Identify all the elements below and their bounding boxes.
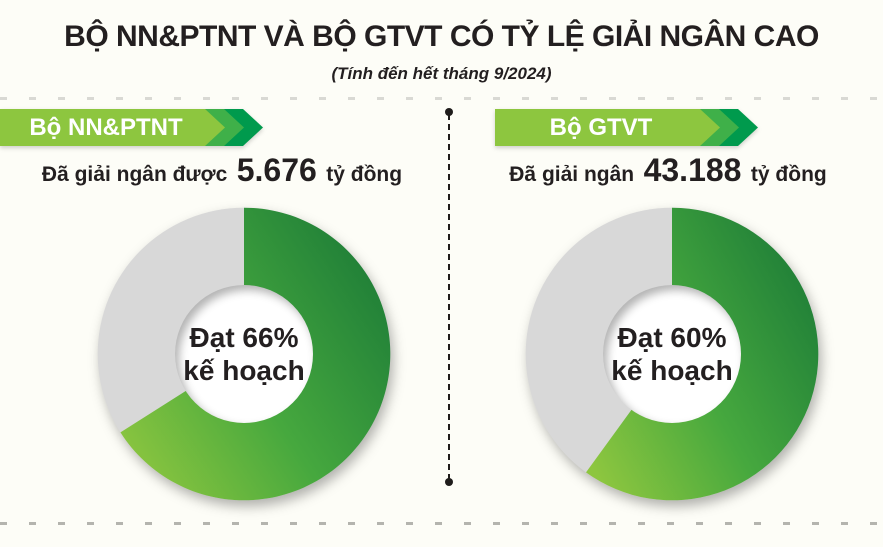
donut-hole	[603, 285, 741, 423]
ministry-banner-nnptnt	[0, 109, 263, 146]
disbursement-value: 5.676	[236, 152, 317, 188]
donut-center-label-nnptnt: Đạt 66% kế hoạch	[134, 285, 354, 423]
donut-chart-gtvt: Đạt 60% kế hoạch	[519, 201, 825, 507]
page-subtitle: (Tính đến hết tháng 9/2024)	[331, 64, 552, 83]
disbursement-line-gtvt: Đã giải ngân 43.188 tỷ đồng	[468, 152, 868, 194]
disbursement-unit: tỷ đồng	[326, 163, 403, 186]
divider-dot-top	[445, 108, 453, 116]
banner-arrow-light	[0, 109, 225, 146]
banner-arrow-light	[495, 109, 720, 146]
page-title: BỘ NN&PTNT VÀ BỘ GTVT CÓ TỶ LỆ GIẢI NGÂN…	[64, 20, 819, 53]
ministry-banner-gtvt	[495, 109, 758, 146]
banner-label-gtvt: Bộ GTVT	[549, 114, 653, 141]
disbursement-line-nnptnt: Đã giải ngân được 5.676 tỷ đồng	[22, 152, 422, 194]
disbursement-prefix: Đã giải ngân	[509, 163, 635, 186]
donut-center-line1: Đạt 60%	[617, 321, 727, 353]
top-dashed-divider	[0, 97, 883, 100]
disbursement-value: 43.188	[643, 152, 742, 188]
banner-label-nnptnt: Bộ NN&PTNT	[29, 114, 183, 141]
disbursement-unit: tỷ đồng	[750, 163, 827, 186]
donut-center-label-gtvt: Đạt 60% kế hoạch	[562, 285, 782, 423]
bottom-dashed-divider	[0, 522, 883, 525]
donut-hole	[175, 285, 313, 423]
donut-center-line2: kế hoạch	[183, 355, 305, 386]
disbursement-prefix: Đã giải ngân được	[41, 163, 228, 186]
donut-center-line2: kế hoạch	[611, 355, 733, 386]
vertical-dashed-divider	[445, 108, 453, 486]
divider-dot-bottom	[445, 478, 453, 486]
donut-center-line1: Đạt 66%	[189, 321, 299, 353]
donut-chart-nnptnt: Đạt 66% kế hoạch	[91, 201, 397, 507]
